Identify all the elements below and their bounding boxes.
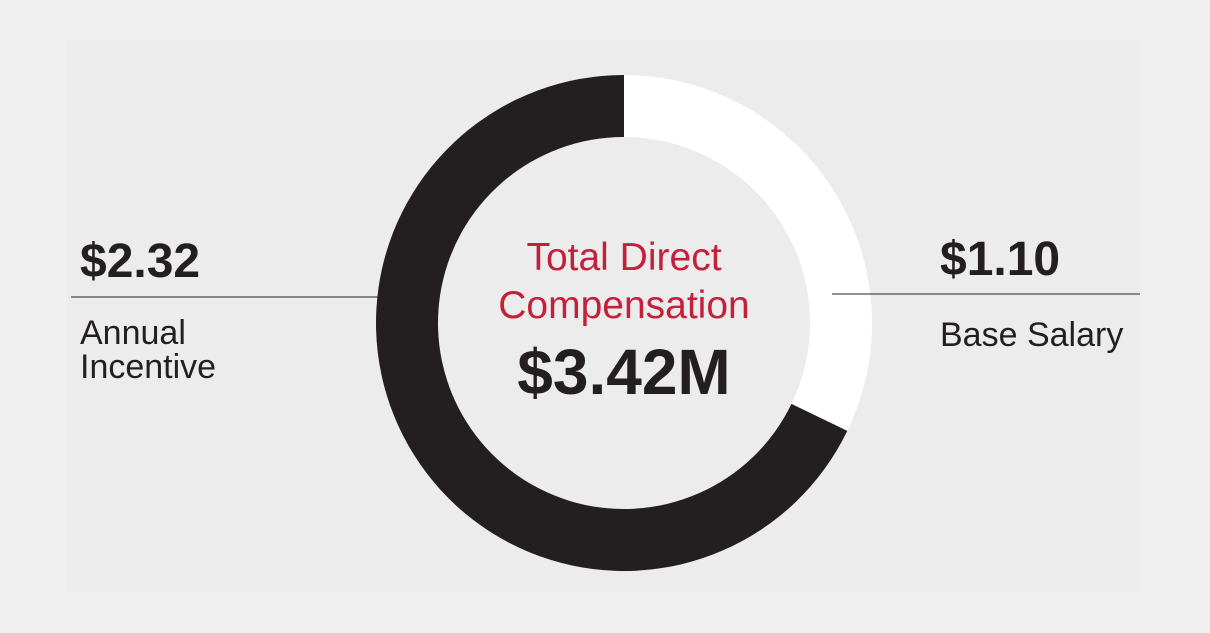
category-label: Annual Incentive bbox=[80, 314, 217, 386]
category-label: Base Salary bbox=[940, 316, 1124, 354]
chart-title: Total Direct Compensation bbox=[498, 236, 750, 327]
value-label: $2.32 bbox=[80, 235, 201, 288]
donut-slice bbox=[624, 75, 872, 431]
value-label: $1.10 bbox=[940, 233, 1061, 286]
center-total: $3.42M bbox=[517, 336, 731, 408]
